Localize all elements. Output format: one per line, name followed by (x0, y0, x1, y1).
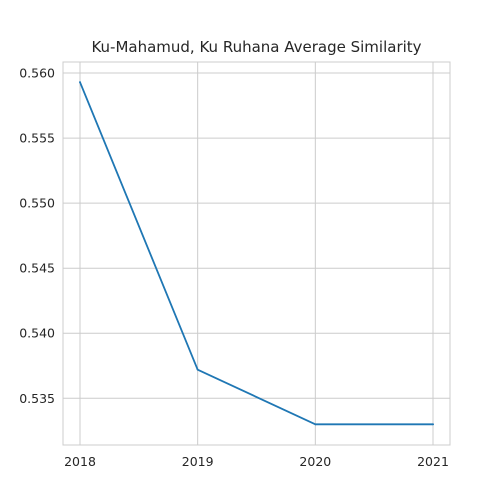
y-tick-label: 0.550 (19, 196, 55, 211)
data-point (314, 423, 317, 426)
y-gridlines (63, 72, 450, 399)
y-tick-label: 0.540 (19, 326, 55, 341)
data-point (432, 423, 434, 426)
x-tick-label: 2021 (417, 454, 449, 469)
x-tick-label: 2019 (182, 454, 214, 469)
data-point (79, 81, 81, 84)
y-tick-label: 0.555 (19, 131, 55, 146)
x-gridlines (79, 62, 434, 445)
plot-area (62, 61, 451, 446)
chart-title: Ku-Mahamud, Ku Ruhana Average Similarity (91, 38, 421, 56)
x-tick-label: 2020 (299, 454, 331, 469)
x-axis-tick-labels: 2018 2019 2020 2021 (64, 454, 449, 469)
y-axis-tick-labels: 0.535 0.540 0.545 0.550 0.555 0.560 (19, 66, 55, 406)
series-group (79, 81, 434, 426)
series-line (79, 81, 434, 426)
y-tick-label: 0.545 (19, 261, 55, 276)
x-tick-label: 2018 (64, 454, 96, 469)
y-tick-label: 0.560 (19, 66, 55, 81)
data-point (196, 368, 199, 371)
y-tick-label: 0.535 (19, 391, 55, 406)
plot-frame (62, 61, 451, 446)
